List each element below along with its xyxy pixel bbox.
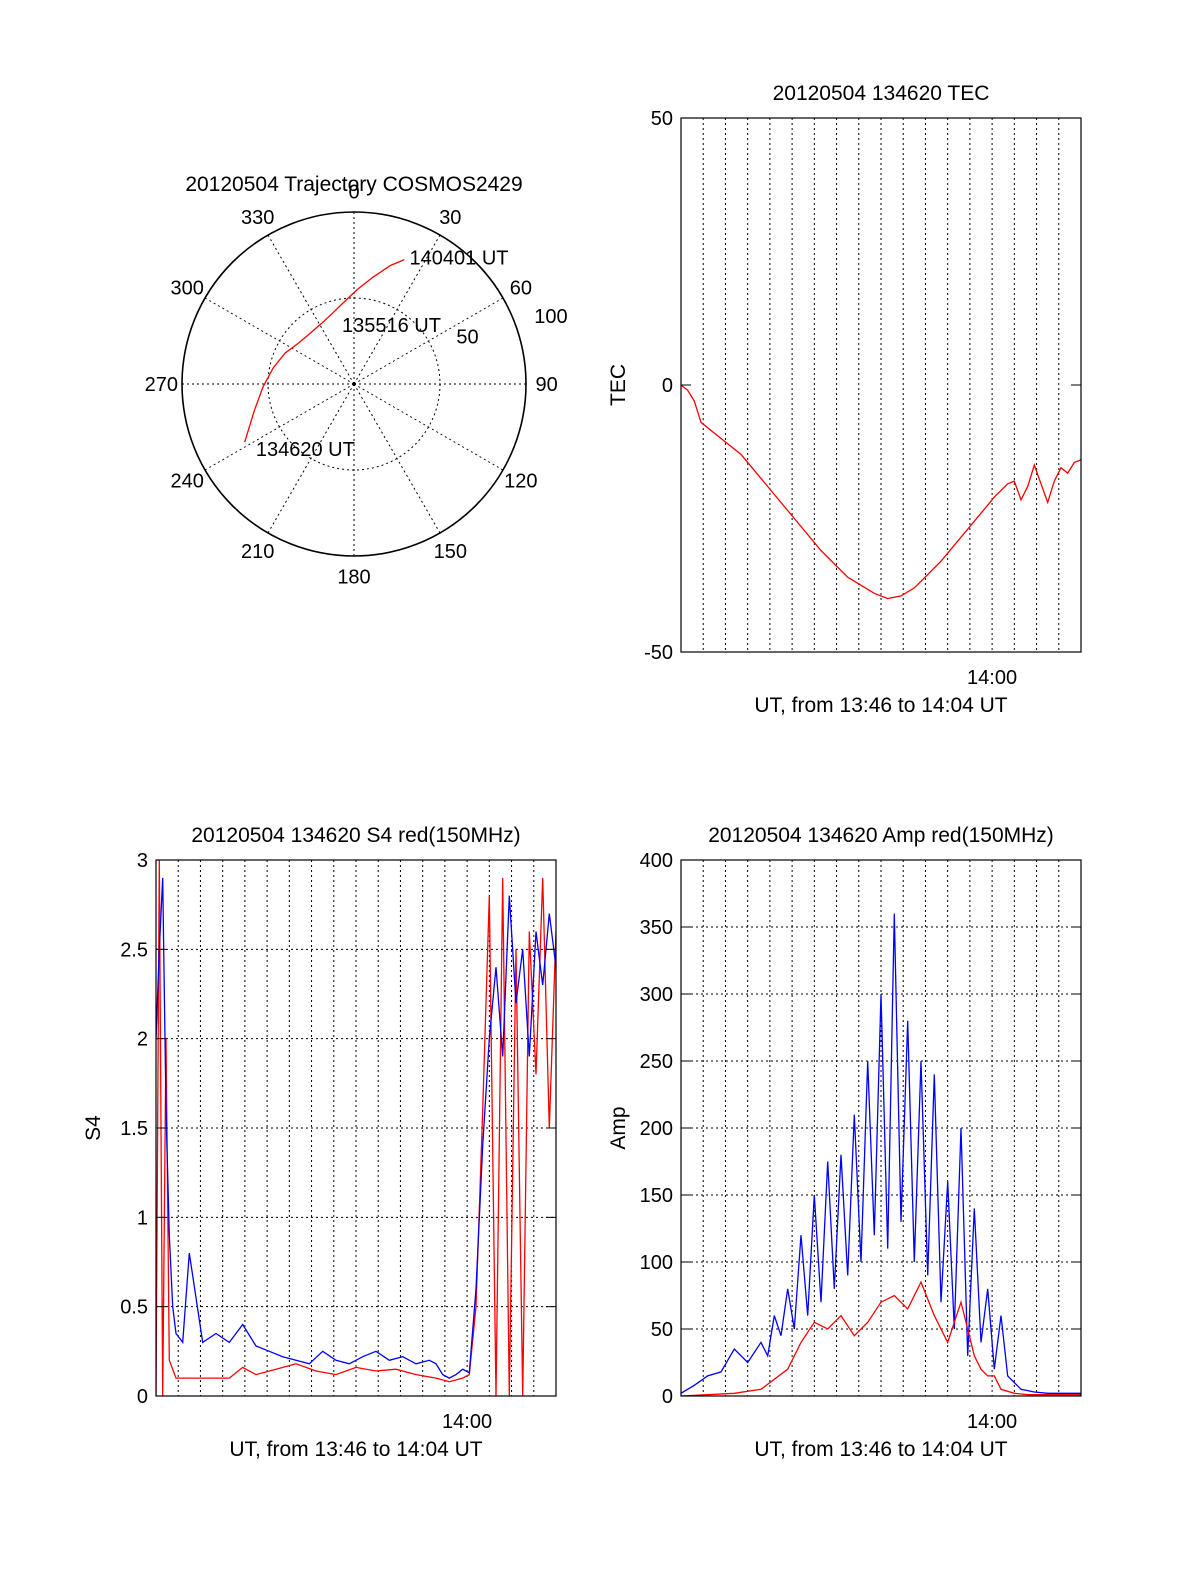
y-tick-label: 0 [662, 375, 673, 397]
trajectory-time-label: 140401 UT [410, 247, 509, 269]
y-tick-label: 300 [640, 984, 673, 1006]
polar-azimuth-label: 300 [170, 278, 203, 300]
cartesian-chart: -50 0 50 14:00 20120504 134620 TEC UT, from 1… [607, 82, 1082, 717]
trajectory-time-label: 134620 UT [256, 439, 355, 461]
y-tick-label: 150 [640, 1185, 673, 1207]
y-tick-label: 350 [640, 917, 673, 939]
polar-azimuth-label: 150 [434, 541, 467, 563]
y-axis-label: TEC [607, 364, 630, 406]
y-tick-label: 0 [137, 1386, 148, 1408]
polar-spoke [353, 383, 504, 471]
y-axis-label: Amp [607, 1106, 630, 1149]
y-axis-label: S4 [82, 1115, 105, 1141]
polar-spoke [267, 383, 355, 534]
trajectory-time-label: 135516 UT [342, 315, 441, 337]
y-tick-label: 2.5 [120, 939, 148, 961]
cartesian-chart: 0 0.5 1 1.5 2 2.5 3 14:00 20120504 134620 S4 red… [82, 824, 557, 1461]
series-line [681, 384, 1081, 600]
y-tick-label: 0 [662, 1386, 673, 1408]
polar-spoke [204, 383, 355, 471]
y-tick-label: 200 [640, 1118, 673, 1140]
polar-azimuth-label: 90 [536, 374, 558, 396]
polar-spoke [353, 297, 504, 385]
polar-azimuth-label: 180 [337, 567, 370, 589]
polar-spoke [267, 234, 355, 385]
x-tick-label: 14:00 [967, 1411, 1017, 1433]
chart-title: 20120504 134620 S4 red(150MHz) [191, 824, 520, 847]
polar-azimuth-label: 240 [170, 470, 203, 492]
series-line [681, 913, 1081, 1394]
y-tick-label: -50 [644, 642, 673, 664]
polar-radial-label: 50 [456, 327, 478, 349]
polar-azimuth-label: 120 [504, 470, 537, 492]
x-axis-label: UT, from 13:46 to 14:04 UT [754, 694, 1007, 717]
y-tick-label: 1.5 [120, 1118, 148, 1140]
series-line [681, 1280, 1081, 1396]
polar-azimuth-label: 30 [439, 207, 461, 229]
polar-azimuth-label: 0 [348, 181, 359, 203]
polar-azimuth-label: 270 [145, 374, 178, 396]
y-tick-label: 50 [651, 108, 673, 130]
x-axis-label: UT, from 13:46 to 14:04 UT [229, 1438, 482, 1461]
polar-azimuth-label: 210 [241, 541, 274, 563]
polar-radial-label: 100 [534, 306, 567, 328]
y-tick-label: 3 [137, 850, 148, 872]
trajectory-line [244, 259, 405, 443]
y-tick-label: 50 [651, 1319, 673, 1341]
cartesian-chart: 0 50 100 150 200 250 300 350 400 14:00 20120504 13… [607, 824, 1082, 1461]
y-tick-label: 250 [640, 1051, 673, 1073]
y-tick-label: 100 [640, 1252, 673, 1274]
chart-title: 20120504 134620 TEC [773, 82, 990, 105]
polar-spoke [353, 234, 441, 385]
series-line [156, 860, 556, 1396]
chart-title: 20120504 134620 Amp red(150MHz) [708, 824, 1054, 847]
series-line [156, 877, 556, 1379]
polar-spoke [204, 297, 355, 385]
x-tick-label: 14:00 [967, 667, 1017, 689]
x-tick-label: 14:00 [442, 1411, 492, 1433]
y-tick-label: 1 [137, 1207, 148, 1229]
polar-spoke [353, 383, 441, 534]
polar-azimuth-label: 60 [510, 278, 532, 300]
y-tick-label: 400 [640, 850, 673, 872]
polar-azimuth-label: 330 [241, 207, 274, 229]
polar-title: 20120504 Trajectory COSMOS2429 [185, 173, 522, 196]
y-tick-label: 2 [137, 1029, 148, 1051]
x-axis-label: UT, from 13:46 to 14:04 UT [754, 1438, 1007, 1461]
y-tick-label: 0.5 [120, 1297, 148, 1319]
